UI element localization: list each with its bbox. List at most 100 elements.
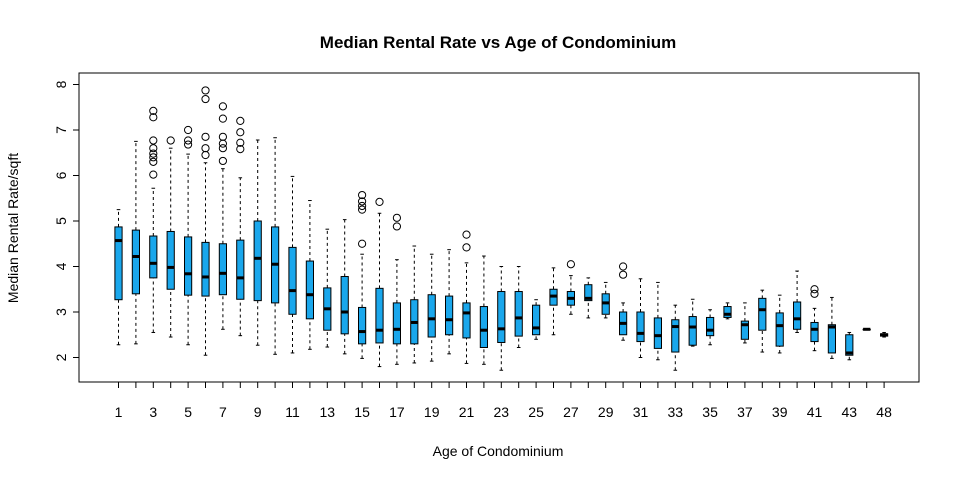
box-age-13: [323, 228, 332, 348]
x-tick-label: 33: [668, 404, 684, 420]
outlier-point: [358, 239, 367, 248]
iqr-box: [236, 239, 245, 300]
outlier-point: [358, 201, 367, 211]
iqr-box: [584, 284, 593, 302]
outlier-point: [184, 140, 193, 149]
box-age-23: [497, 266, 506, 371]
iqr-box: [445, 295, 454, 336]
y-tick-label: 2: [53, 353, 69, 361]
iqr-box: [201, 241, 210, 297]
y-tick-label: 5: [53, 217, 69, 225]
x-tick-label: 31: [633, 404, 649, 420]
outlier-point: [166, 136, 175, 145]
outlier-point: [358, 205, 367, 214]
x-tick-label: 43: [842, 404, 858, 420]
iqr-box: [462, 302, 471, 339]
outlier-point: [236, 116, 245, 126]
iqr-box: [723, 306, 732, 318]
outlier-point: [358, 197, 367, 206]
iqr-box: [427, 294, 436, 338]
x-tick-label: 5: [184, 404, 192, 420]
iqr-box: [358, 306, 367, 345]
boxes-group: [114, 86, 889, 371]
outlier-point: [619, 262, 628, 271]
box-age-25: [532, 299, 541, 340]
iqr-box: [636, 311, 645, 343]
outlier-point: [462, 243, 471, 252]
iqr-box: [131, 229, 141, 295]
x-tick-label: 13: [320, 404, 336, 420]
outlier-point: [218, 144, 227, 153]
box-age-10: [271, 137, 280, 355]
box-age-39: [775, 294, 784, 354]
box-age-34: [688, 298, 697, 347]
x-axis: 1 3 5 7 9 11 13 15 17 19 21 23 25 27 29 31 33 35 37 39 41 43 4…: [115, 381, 892, 420]
outlier-point: [149, 157, 158, 166]
iqr-box: [340, 276, 349, 335]
x-tick-label: 19: [424, 404, 440, 420]
y-axis-label: Median Rental Rate/sqft: [5, 153, 21, 303]
box-age-31: [636, 278, 645, 358]
box-age-22: [479, 255, 488, 365]
outlier-point: [218, 156, 227, 166]
outlier-point: [201, 150, 210, 160]
outlier-point: [201, 94, 210, 104]
x-tick-label: 25: [528, 404, 544, 420]
x-tick-label: 27: [563, 404, 579, 420]
x-tick-label: 11: [285, 404, 300, 420]
iqr-box: [288, 246, 297, 315]
iqr-box: [706, 316, 715, 337]
iqr-box: [671, 319, 680, 353]
outlier-point: [236, 145, 245, 154]
x-tick-label: 41: [807, 404, 823, 420]
x-tick-label: 23: [494, 404, 510, 420]
y-tick-label: 7: [53, 126, 69, 134]
outlier-point: [566, 260, 576, 269]
box-age-44: [862, 327, 871, 331]
box-age-35: [706, 309, 715, 346]
outlier-point: [236, 128, 245, 137]
iqr-box: [810, 321, 819, 343]
chart-title: Median Rental Rate vs Age of Condominium: [320, 33, 676, 52]
outlier-point: [358, 190, 367, 200]
iqr-box: [845, 334, 854, 356]
box-age-7: [218, 102, 228, 330]
box-age-38: [758, 289, 767, 353]
outlier-point: [810, 289, 819, 298]
outlier-point: [149, 144, 158, 153]
outlier-point: [149, 170, 158, 179]
y-tick-label: 6: [53, 171, 69, 179]
box-age-5: [184, 125, 193, 346]
outlier-point: [218, 139, 227, 148]
outlier-point: [375, 197, 384, 206]
iqr-box: [392, 302, 401, 345]
iqr-box: [688, 316, 697, 346]
box-age-41: [810, 285, 819, 352]
iqr-box: [253, 220, 262, 302]
box-age-16: [375, 197, 384, 368]
y-tick-label: 4: [53, 262, 69, 270]
outlier-point: [149, 113, 158, 122]
outlier-point: [218, 102, 227, 111]
x-tick-label: 3: [149, 404, 157, 420]
box-age-3: [149, 106, 158, 333]
box-age-37: [740, 302, 749, 344]
outlier-point: [392, 213, 401, 222]
outlier-point: [201, 132, 210, 141]
iqr-box: [375, 287, 384, 344]
box-age-24: [514, 266, 523, 348]
box-age-30: [619, 262, 628, 341]
outlier-point: [236, 138, 245, 147]
iqr-box: [532, 304, 541, 336]
x-axis-label: Age of Condominium: [433, 443, 564, 459]
box-age-36: [723, 302, 732, 320]
y-tick-label: 8: [53, 80, 69, 88]
box-age-12: [305, 200, 314, 350]
box-age-20: [445, 249, 454, 355]
iqr-box: [218, 243, 228, 296]
x-tick-label: 9: [254, 404, 262, 420]
iqr-box: [775, 312, 784, 347]
iqr-box: [305, 260, 314, 320]
outlier-point: [149, 106, 158, 115]
